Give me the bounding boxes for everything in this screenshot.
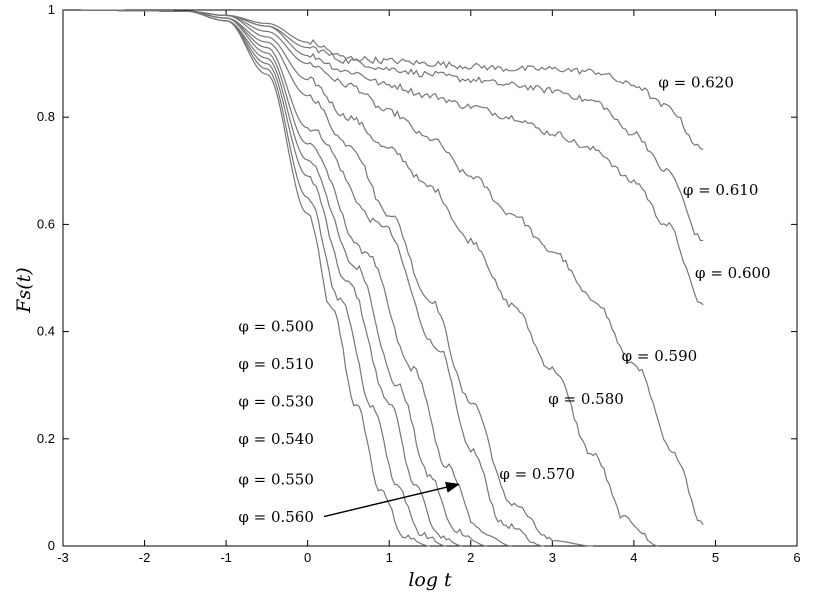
x-tick-label: 1	[386, 550, 393, 565]
x-tick-label: 4	[630, 550, 637, 565]
series-annotation: φ = 0.590	[622, 347, 698, 365]
series-annotation: φ = 0.500	[238, 318, 314, 336]
annotations: φ = 0.620 φ = 0.610 φ = 0.600 φ = 0.590 φ = …	[238, 74, 770, 526]
series-annotation: φ = 0.610	[683, 181, 759, 199]
series-annotation: φ = 0.570	[499, 465, 575, 483]
y-tick-label: 0.2	[37, 431, 55, 446]
x-tick-label: 0	[304, 550, 311, 565]
y-tick-label: 0.4	[37, 324, 55, 339]
x-axis-label: log t	[408, 569, 452, 591]
x-tick-label: 2	[467, 550, 474, 565]
series-line	[63, 9, 704, 150]
series-line	[63, 9, 488, 547]
series-line	[63, 9, 545, 547]
series-annotation: φ = 0.600	[695, 264, 771, 282]
x-tick-label: 3	[549, 550, 556, 565]
x-tick-label: -2	[139, 550, 151, 565]
series-annotation: φ = 0.620	[658, 74, 734, 92]
series-annotation: φ = 0.580	[548, 390, 624, 408]
series-annotation: φ = 0.560	[238, 508, 314, 526]
y-axis-label: Fs(t)	[13, 267, 35, 313]
series-line	[63, 9, 431, 547]
axis-ticks: -3 -2 -1 0 1 2 3 4 5 6 0 0.2 0.4 0.6 0.8 1	[37, 2, 801, 565]
x-tick-label: -3	[57, 550, 69, 565]
series-line	[63, 9, 512, 547]
annotation-arrow	[323, 481, 460, 518]
y-tick-label: 1	[48, 2, 55, 17]
series-line	[63, 9, 704, 306]
series-annotation: φ = 0.510	[238, 355, 314, 373]
series-line	[63, 9, 447, 547]
x-tick-label: 6	[793, 550, 800, 565]
y-tick-label: 0.6	[37, 216, 55, 231]
y-tick-label: 0	[48, 538, 55, 553]
series-annotation: φ = 0.550	[238, 470, 314, 488]
y-tick-label: 0.8	[37, 109, 55, 124]
series-line	[63, 9, 704, 525]
series-line	[63, 9, 704, 242]
series-annotation: φ = 0.530	[238, 393, 314, 411]
curves	[63, 9, 704, 547]
x-tick-label: -1	[220, 550, 232, 565]
series-annotation: φ = 0.540	[238, 430, 314, 448]
x-tick-label: 5	[712, 550, 719, 565]
